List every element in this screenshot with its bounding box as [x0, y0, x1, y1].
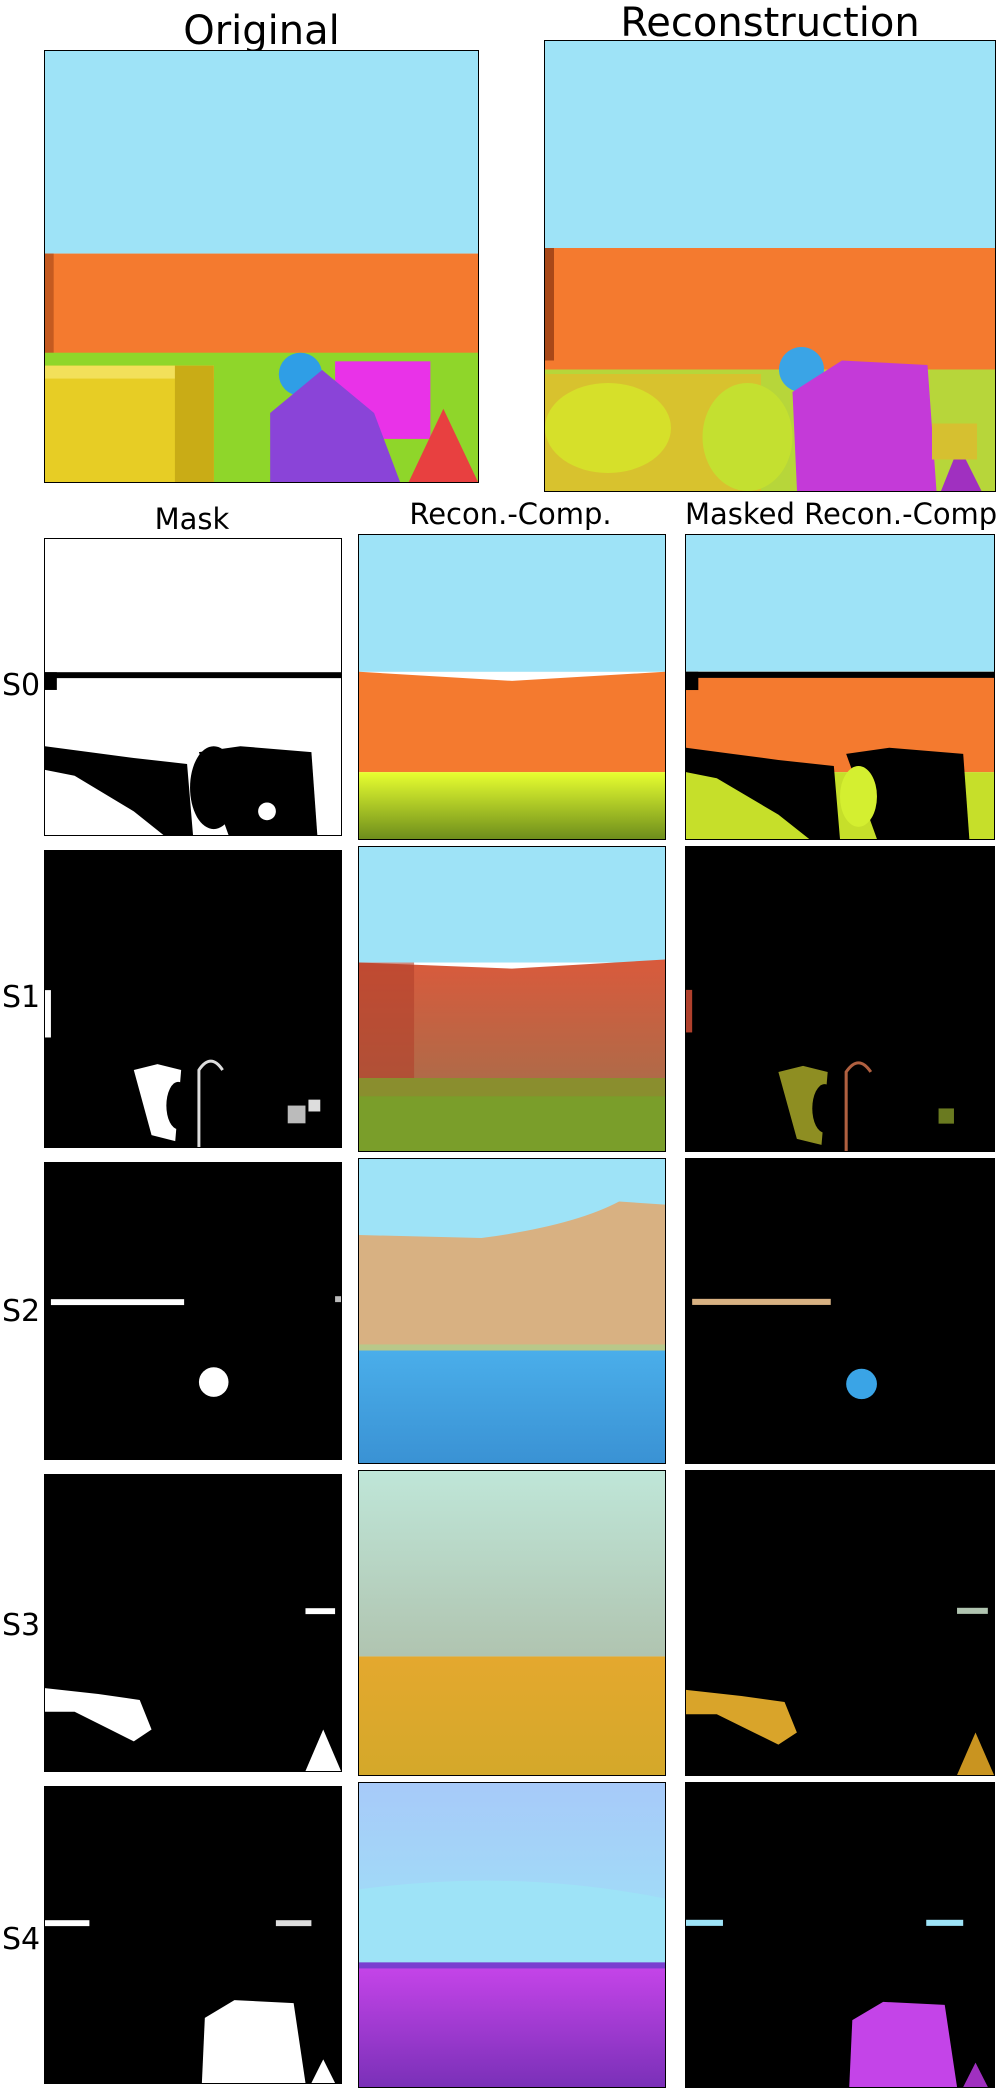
original-image	[44, 50, 479, 483]
s4-mask	[44, 1786, 342, 2084]
s1-mask	[44, 850, 342, 1148]
recon-comp-column-title: Recon.-Comp.	[409, 497, 612, 531]
s2-mask	[44, 1162, 342, 1460]
s2-masked-recon-comp	[685, 1158, 995, 1464]
s1-recon-comp	[358, 846, 666, 1152]
s0-mask	[44, 538, 342, 836]
row-label-s3: S3	[2, 1608, 41, 1643]
s2-recon-comp	[358, 1158, 666, 1464]
s3-mask	[44, 1474, 342, 1772]
row-label-s1: S1	[2, 980, 41, 1015]
s3-masked-recon-comp	[685, 1470, 995, 1776]
row-label-s4: S4	[2, 1922, 41, 1957]
s0-masked-recon-comp	[685, 534, 995, 840]
row-label-s2: S2	[2, 1294, 41, 1329]
s4-recon-comp	[358, 1782, 666, 2088]
reconstruction-image	[544, 40, 996, 492]
masked-recon-comp-column-title: Masked Recon.-Comp.	[685, 497, 1000, 531]
original-title: Original	[183, 8, 340, 54]
s1-masked-recon-comp	[685, 846, 995, 1152]
mask-column-title: Mask	[154, 502, 230, 536]
s3-recon-comp	[358, 1470, 666, 1776]
reconstruction-title: Reconstruction	[620, 0, 920, 46]
s4-masked-recon-comp	[685, 1782, 995, 2088]
s0-recon-comp	[358, 534, 666, 840]
row-label-s0: S0	[2, 668, 41, 703]
